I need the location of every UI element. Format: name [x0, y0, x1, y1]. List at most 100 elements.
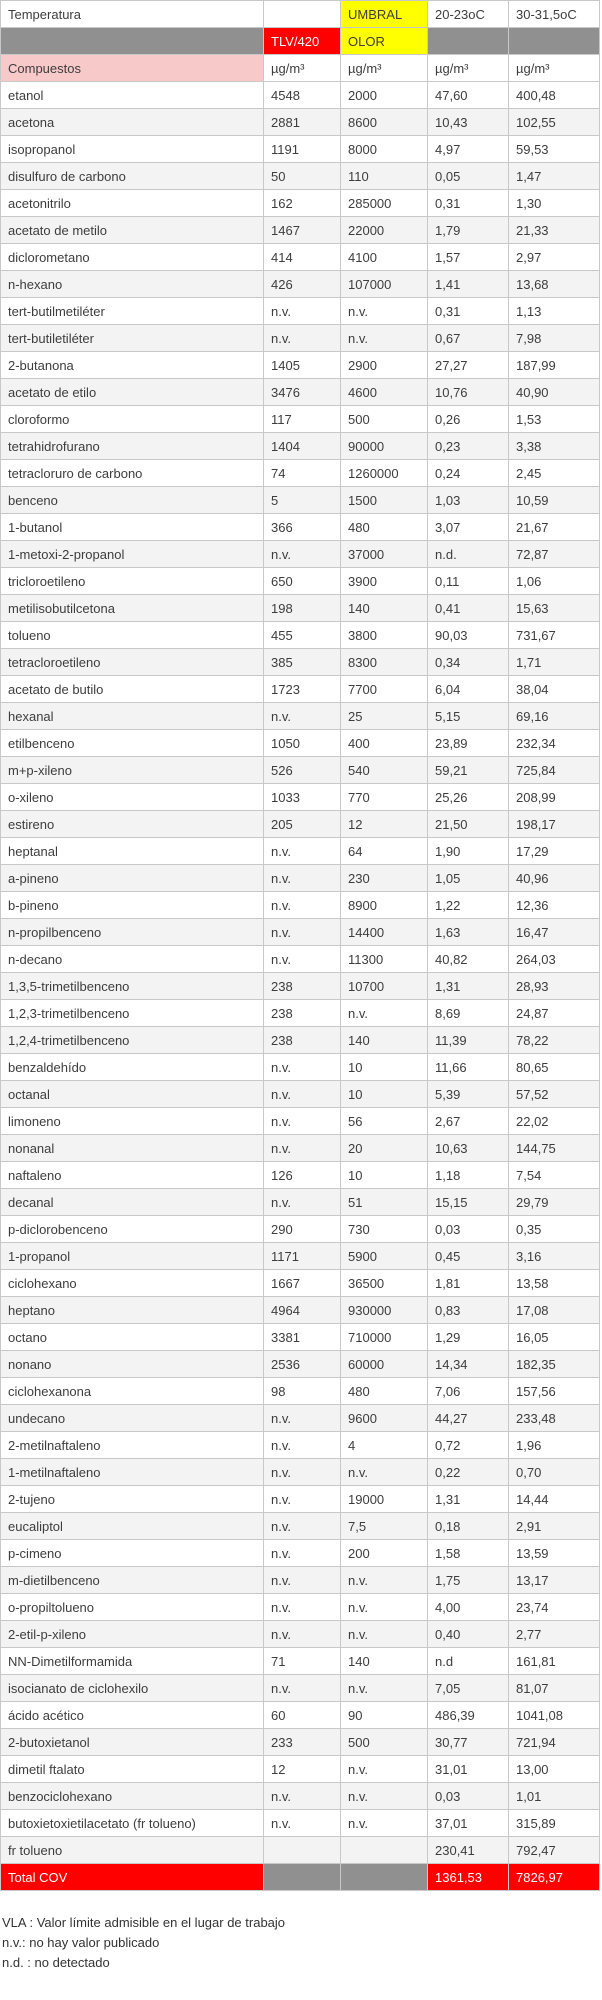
temp-low-value-cell: 14,34 [427, 1350, 509, 1378]
umbral-value-cell: n.v. [340, 1593, 428, 1621]
temp-low-value-cell: 11,39 [427, 1026, 509, 1054]
table-row: dimetil ftalato 12 n.v. 31,01 13,00 [0, 1755, 600, 1783]
table-row: m-dietilbenceno n.v. n.v. 1,75 13,17 [0, 1566, 600, 1594]
tlv-value-cell: n.v. [263, 702, 341, 730]
total-row: Total COV 1361,53 7826,97 [0, 1863, 600, 1891]
temp-low-value-cell: 0,31 [427, 189, 509, 217]
temp-low-value-cell: 27,27 [427, 351, 509, 379]
table-row: acetato de etilo 3476 4600 10,76 40,90 [0, 378, 600, 406]
compound-name-cell: nonanal [0, 1134, 264, 1162]
umbral-value-cell: 480 [340, 1377, 428, 1405]
umbral-value-cell: 3900 [340, 567, 428, 595]
temp-high-value-cell: 40,90 [508, 378, 600, 406]
compound-name-cell: a-pineno [0, 864, 264, 892]
umbral-value-cell: 8300 [340, 648, 428, 676]
temp-low-value-cell: 0,83 [427, 1296, 509, 1324]
table-row: nonanal n.v. 20 10,63 144,75 [0, 1134, 600, 1162]
temp-high-value-cell: 2,45 [508, 459, 600, 487]
umbral-value-cell: 540 [340, 756, 428, 784]
header-row-tlv-olor: TLV/420 OLOR [0, 27, 600, 55]
temp-high-value-cell: 725,84 [508, 756, 600, 784]
tlv-value-cell: 4964 [263, 1296, 341, 1324]
table-row: octanal n.v. 10 5,39 57,52 [0, 1080, 600, 1108]
table-row: nonano 2536 60000 14,34 182,35 [0, 1350, 600, 1378]
temp-high-value-cell: 7,54 [508, 1161, 600, 1189]
temp-high-value-cell: 187,99 [508, 351, 600, 379]
temp-high-value-cell: 2,77 [508, 1620, 600, 1648]
temp-low-value-cell: 4,97 [427, 135, 509, 163]
table-row: metilisobutilcetona 198 140 0,41 15,63 [0, 594, 600, 622]
table-row: 2-metilnaftaleno n.v. 4 0,72 1,96 [0, 1431, 600, 1459]
temp-low-value-cell: 2,67 [427, 1107, 509, 1135]
table-row: hexanal n.v. 25 5,15 69,16 [0, 702, 600, 730]
table-row: limoneno n.v. 56 2,67 22,02 [0, 1107, 600, 1135]
compound-name-cell: etanol [0, 81, 264, 109]
temp-low-value-cell: 1,18 [427, 1161, 509, 1189]
tlv-value-cell: 1050 [263, 729, 341, 757]
compound-name-cell: n-propilbenceno [0, 918, 264, 946]
temp-high-value-cell: 1,30 [508, 189, 600, 217]
total-label: Total COV [0, 1863, 264, 1891]
temp-low-value-cell: 0,22 [427, 1458, 509, 1486]
temp-high-value-cell: 81,07 [508, 1674, 600, 1702]
temp-high-value-cell: 14,44 [508, 1485, 600, 1513]
compound-name-cell: butoxietoxietilacetato (fr tolueno) [0, 1809, 264, 1837]
temp-low-value-cell: 1,03 [427, 486, 509, 514]
voc-concentration-table: Temperatura UMBRAL 20-23oC 30-31,5oC TLV… [0, 0, 600, 1891]
tlv-value-cell: 233 [263, 1728, 341, 1756]
tlv-value-cell: n.v. [263, 1458, 341, 1486]
temp-high-value-cell: 2,97 [508, 243, 600, 271]
compound-name-cell: p-diclorobenceno [0, 1215, 264, 1243]
umbral-value-cell: n.v. [340, 1620, 428, 1648]
temp-high-value-cell: 13,68 [508, 270, 600, 298]
tlv-value-cell: n.v. [263, 540, 341, 568]
tlv-value-cell: n.v. [263, 1188, 341, 1216]
table-row: 2-butanona 1405 2900 27,27 187,99 [0, 351, 600, 379]
table-row: a-pineno n.v. 230 1,05 40,96 [0, 864, 600, 892]
temp-high-value-cell: 3,38 [508, 432, 600, 460]
temp-high-value-cell: 7,98 [508, 324, 600, 352]
temp-high-value-cell: 264,03 [508, 945, 600, 973]
table-row: fr tolueno 230,41 792,47 [0, 1836, 600, 1864]
tlv-value-cell: n.v. [263, 1620, 341, 1648]
compound-name-cell: m+p-xileno [0, 756, 264, 784]
umbral-value-cell: 20 [340, 1134, 428, 1162]
temp-low-value-cell: 486,39 [427, 1701, 509, 1729]
total-temp-low-value: 1361,53 [427, 1863, 509, 1891]
umbral-value-cell: 90000 [340, 432, 428, 460]
table-row: benceno 5 1500 1,03 10,59 [0, 486, 600, 514]
footnote-vla: VLA : Valor límite admisible en el lugar… [2, 1915, 286, 1930]
temp-high-value-cell: 13,59 [508, 1539, 600, 1567]
umbral-value-cell: 1500 [340, 486, 428, 514]
temp-high-value-cell: 28,93 [508, 972, 600, 1000]
temp-high-value-cell: 21,33 [508, 216, 600, 244]
tlv-value-cell: 455 [263, 621, 341, 649]
compound-name-cell: metilisobutilcetona [0, 594, 264, 622]
tlv-value-cell: n.v. [263, 324, 341, 352]
umbral-value-cell: 10 [340, 1161, 428, 1189]
unit-cell-tlv: µg/m³ [263, 54, 341, 82]
compound-name-cell: 1-propanol [0, 1242, 264, 1270]
temp-low-value-cell: 1,57 [427, 243, 509, 271]
temp-low-value-cell: 10,76 [427, 378, 509, 406]
header-temperatura-label: Temperatura [0, 0, 264, 28]
compound-name-cell: isopropanol [0, 135, 264, 163]
table-row: ciclohexanona 98 480 7,06 157,56 [0, 1377, 600, 1405]
umbral-value-cell: 25 [340, 702, 428, 730]
tlv-value-cell: 50 [263, 162, 341, 190]
temp-high-value-cell: 1,96 [508, 1431, 600, 1459]
tlv-value-cell: 3476 [263, 378, 341, 406]
tlv-value-cell: n.v. [263, 297, 341, 325]
tlv-value-cell: 2536 [263, 1350, 341, 1378]
footnotes: VLA : Valor límite admisible en el lugar… [2, 1913, 602, 1973]
header-gray-spacer-2 [427, 27, 509, 55]
umbral-value-cell: n.v. [340, 1809, 428, 1837]
compound-name-cell: 1,2,3-trimetilbenceno [0, 999, 264, 1027]
tlv-value-cell: n.v. [263, 1053, 341, 1081]
temp-low-value-cell: 1,22 [427, 891, 509, 919]
temp-high-value-cell: 0,35 [508, 1215, 600, 1243]
temp-low-value-cell: 0,03 [427, 1782, 509, 1810]
temp-high-value-cell: 3,16 [508, 1242, 600, 1270]
table-row: isopropanol 1191 8000 4,97 59,53 [0, 135, 600, 163]
temp-low-value-cell: 1,81 [427, 1269, 509, 1297]
